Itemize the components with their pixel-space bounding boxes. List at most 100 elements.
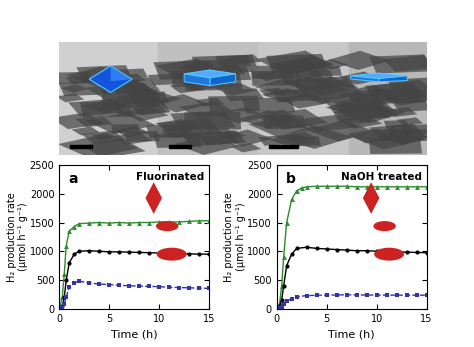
Polygon shape — [171, 70, 224, 87]
Polygon shape — [59, 81, 108, 96]
Polygon shape — [215, 107, 268, 124]
Polygon shape — [58, 134, 138, 159]
Bar — [70, 145, 92, 148]
Polygon shape — [108, 96, 171, 116]
Polygon shape — [174, 135, 239, 155]
Polygon shape — [116, 88, 181, 109]
Polygon shape — [339, 71, 382, 85]
Polygon shape — [153, 60, 217, 80]
Polygon shape — [176, 123, 202, 131]
Polygon shape — [89, 66, 132, 92]
Bar — [169, 145, 191, 148]
Polygon shape — [155, 58, 221, 78]
Polygon shape — [148, 73, 187, 85]
Polygon shape — [106, 77, 160, 94]
Polygon shape — [91, 133, 117, 140]
Polygon shape — [369, 54, 431, 74]
Polygon shape — [68, 99, 125, 116]
Polygon shape — [283, 76, 329, 91]
Polygon shape — [150, 94, 210, 112]
Polygon shape — [272, 89, 315, 102]
Polygon shape — [306, 120, 375, 142]
Polygon shape — [121, 84, 152, 94]
Polygon shape — [334, 100, 399, 120]
Polygon shape — [184, 74, 210, 86]
Polygon shape — [388, 129, 431, 142]
Polygon shape — [215, 55, 256, 68]
Polygon shape — [146, 124, 192, 138]
Polygon shape — [178, 63, 210, 73]
Polygon shape — [284, 132, 317, 142]
Polygon shape — [115, 74, 146, 83]
Polygon shape — [383, 55, 437, 72]
Polygon shape — [222, 88, 264, 101]
Polygon shape — [308, 66, 342, 76]
Bar — [349, 42, 427, 155]
Polygon shape — [344, 100, 385, 112]
Text: NaOH treated: NaOH treated — [341, 172, 422, 182]
Polygon shape — [334, 101, 405, 124]
Polygon shape — [368, 87, 422, 104]
Polygon shape — [392, 100, 432, 112]
Polygon shape — [351, 76, 379, 82]
Polygon shape — [110, 66, 132, 81]
Polygon shape — [339, 88, 396, 106]
Polygon shape — [352, 127, 425, 150]
Polygon shape — [215, 83, 256, 95]
Polygon shape — [262, 115, 307, 129]
Polygon shape — [326, 98, 389, 117]
Polygon shape — [379, 89, 435, 106]
Polygon shape — [114, 126, 150, 137]
Polygon shape — [363, 182, 379, 214]
Polygon shape — [266, 54, 328, 73]
Polygon shape — [238, 110, 299, 129]
Polygon shape — [283, 55, 335, 71]
Polygon shape — [262, 109, 296, 120]
Polygon shape — [338, 115, 383, 129]
Polygon shape — [184, 112, 241, 130]
Polygon shape — [369, 79, 441, 101]
Polygon shape — [170, 110, 236, 130]
Polygon shape — [121, 107, 169, 121]
Polygon shape — [114, 68, 148, 79]
Polygon shape — [242, 97, 295, 114]
Polygon shape — [255, 78, 312, 96]
Polygon shape — [80, 101, 133, 118]
Polygon shape — [170, 82, 205, 93]
Polygon shape — [100, 79, 140, 91]
Polygon shape — [262, 88, 309, 103]
Polygon shape — [291, 83, 360, 104]
Polygon shape — [251, 66, 294, 79]
X-axis label: Time (h): Time (h) — [328, 329, 375, 339]
Polygon shape — [328, 51, 391, 70]
Ellipse shape — [374, 248, 404, 261]
Polygon shape — [369, 137, 422, 154]
Polygon shape — [314, 59, 348, 70]
Polygon shape — [124, 131, 160, 142]
Polygon shape — [112, 133, 153, 145]
X-axis label: Time (h): Time (h) — [111, 329, 157, 339]
Ellipse shape — [156, 221, 178, 231]
Polygon shape — [392, 91, 413, 97]
Polygon shape — [328, 102, 390, 121]
Polygon shape — [256, 51, 333, 74]
Polygon shape — [301, 114, 359, 132]
Polygon shape — [56, 94, 84, 102]
Y-axis label: H₂ production rate
(μmol h⁻¹ g⁻¹): H₂ production rate (μmol h⁻¹ g⁻¹) — [224, 192, 246, 282]
Polygon shape — [66, 76, 93, 84]
Polygon shape — [158, 118, 223, 138]
Polygon shape — [154, 133, 202, 148]
Polygon shape — [75, 116, 113, 127]
Text: Fluorinated: Fluorinated — [137, 172, 205, 182]
Polygon shape — [217, 129, 273, 146]
Polygon shape — [176, 72, 236, 91]
Polygon shape — [179, 101, 235, 118]
Polygon shape — [72, 127, 100, 135]
Polygon shape — [129, 92, 169, 104]
Polygon shape — [66, 67, 129, 86]
Polygon shape — [210, 74, 236, 86]
Polygon shape — [387, 77, 442, 94]
Polygon shape — [182, 72, 243, 91]
Polygon shape — [182, 59, 246, 78]
Polygon shape — [369, 124, 427, 141]
